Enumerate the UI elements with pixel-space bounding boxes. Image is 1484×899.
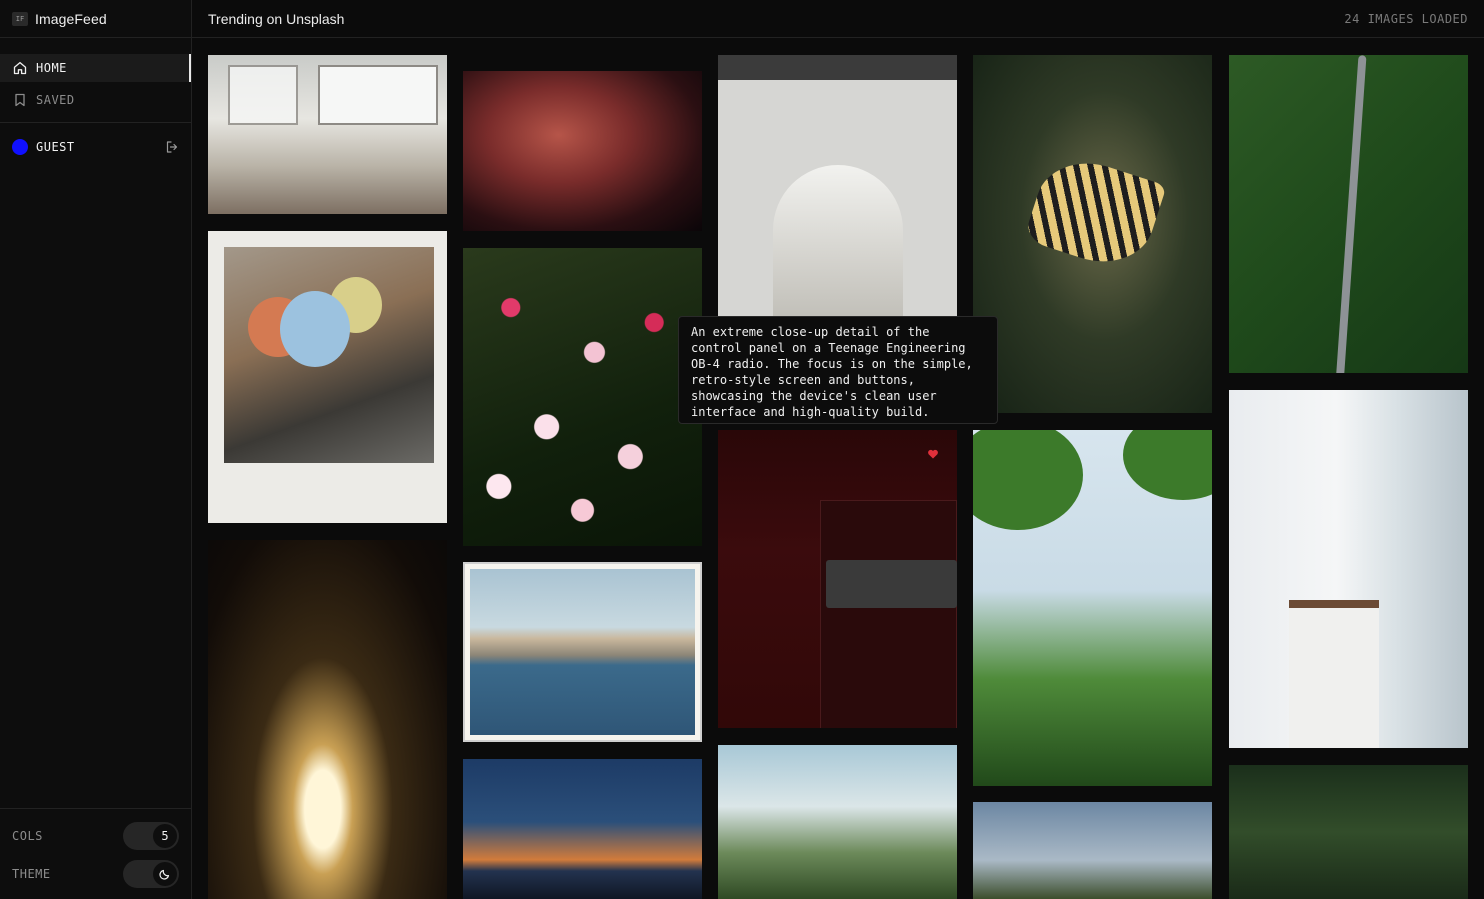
image-tile[interactable] [718,430,957,728]
cols-label: COLS [12,829,43,843]
image-tile[interactable] [463,759,702,899]
image-tile[interactable] [208,540,447,899]
cols-control: COLS 5 [12,817,179,855]
brand-name: ImageFeed [35,10,107,27]
brand-badge: IF [12,11,28,26]
theme-toggle[interactable] [123,860,179,888]
sidebar-controls: COLS 5 THEME [0,808,191,899]
sidebar: IF ImageFeed HOME SAVED GUEST [0,0,192,899]
heart-icon[interactable] [927,448,939,460]
sidebar-item-saved[interactable]: SAVED [0,86,191,114]
home-icon [12,60,28,76]
image-description-tooltip: An extreme close-up detail of the contro… [678,316,998,424]
avatar [12,139,28,155]
theme-control: THEME [12,855,179,893]
images-loaded-count: 24 IMAGES LOADED [1344,11,1468,26]
user-row: GUEST [0,123,191,171]
image-tile[interactable] [1229,55,1468,373]
moon-icon [153,862,177,886]
sidebar-item-home[interactable]: HOME [0,54,191,82]
top-header: Trending on Unsplash 24 IMAGES LOADED [192,0,1484,38]
cols-value: 5 [153,824,177,848]
image-tile[interactable] [463,248,702,546]
image-tile[interactable] [463,71,702,231]
sidebar-item-label: SAVED [36,93,75,107]
image-tile[interactable] [718,745,957,899]
logout-icon[interactable] [165,140,179,154]
page-title: Trending on Unsplash [208,10,345,27]
image-tile[interactable] [973,802,1212,899]
image-tile[interactable] [208,231,447,523]
image-tile[interactable] [463,562,702,742]
bookmark-icon [12,92,28,108]
cols-stepper[interactable]: 5 [123,822,179,850]
sidebar-nav: HOME SAVED [0,38,191,114]
image-tile[interactable] [208,55,447,214]
image-grid [208,55,1468,899]
sidebar-item-label: HOME [36,61,67,75]
divider [0,122,191,123]
image-tile[interactable] [973,55,1212,413]
image-tile[interactable] [1229,765,1468,899]
image-tile[interactable] [973,430,1212,786]
image-tile[interactable] [1229,390,1468,748]
user-name: GUEST [36,140,75,154]
theme-label: THEME [12,867,51,881]
brand[interactable]: IF ImageFeed [0,0,191,38]
